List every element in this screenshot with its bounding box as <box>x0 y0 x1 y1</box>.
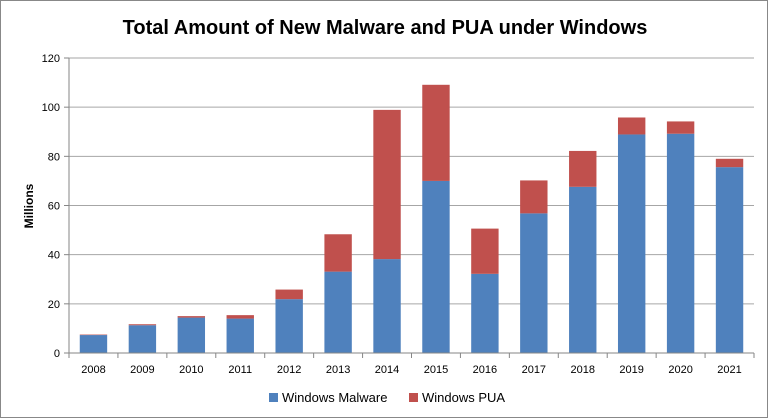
y-tick-label: 0 <box>54 348 60 360</box>
pua-bar-2011 <box>226 315 254 319</box>
pua-bar-2013 <box>324 234 352 272</box>
x-tick-label: 2018 <box>571 364 595 376</box>
pua-bar-2019 <box>617 117 646 135</box>
axes: 0 20 40 60 80 100 120 2008 2009 2010 2011 2012 2013 2… <box>42 53 755 376</box>
malware-bar-2015 <box>422 180 450 353</box>
y-tick-label: 60 <box>48 201 60 213</box>
malware-bar-2009 <box>128 325 157 353</box>
pua-bar-2020 <box>666 121 695 134</box>
legend-label: Windows PUA <box>422 390 505 405</box>
gridlines <box>69 57 754 305</box>
y-tick-label: 80 <box>48 151 60 163</box>
malware-bar-2011 <box>226 318 254 353</box>
y-tick-label: 40 <box>48 250 60 262</box>
malware-bar-2014 <box>373 259 401 353</box>
malware-bar-2008 <box>79 335 108 353</box>
malware-bar-2021 <box>715 167 744 353</box>
chart-title: Total Amount of New Malware and PUA unde… <box>123 17 648 39</box>
legend-swatch <box>269 393 278 402</box>
malware-bar-2016 <box>471 273 499 353</box>
y-tick-label: 20 <box>48 299 60 311</box>
legend-label: Windows Malware <box>282 390 387 405</box>
malware-bar-2018 <box>569 186 597 353</box>
x-tick-label: 2017 <box>522 364 546 376</box>
malware-bar-2013 <box>324 271 352 353</box>
x-tick-label: 2014 <box>375 364 399 376</box>
x-tick-label: 2020 <box>668 364 692 376</box>
x-tick-label: 2021 <box>717 364 741 376</box>
y-axis-label: Millions <box>22 183 36 228</box>
x-tick-label: 2008 <box>81 364 105 376</box>
pua-bar-2016 <box>471 228 499 274</box>
malware-bar-2020 <box>666 133 695 353</box>
pua-bar-2009 <box>128 324 157 326</box>
malware-bar-2017 <box>520 213 548 353</box>
malware-bar-2010 <box>177 317 206 353</box>
malware-bar-2012 <box>275 299 303 353</box>
y-tick-label: 120 <box>42 53 60 65</box>
x-tick-label: 2016 <box>473 364 497 376</box>
x-tick-label: 2010 <box>179 364 203 376</box>
y-tick-label: 100 <box>42 102 60 114</box>
x-tick-label: 2015 <box>424 364 448 376</box>
legend-swatch <box>409 393 418 402</box>
pua-bar-2017 <box>520 180 548 214</box>
pua-bar-2014 <box>373 109 401 260</box>
x-tick-label: 2011 <box>228 364 252 376</box>
x-tick-label: 2009 <box>130 364 154 376</box>
pua-bar-2015 <box>422 84 450 181</box>
malware-bar-2019 <box>617 134 646 353</box>
legend: Windows Malware Windows PUA <box>269 390 505 405</box>
x-tick-label: 2012 <box>277 364 301 376</box>
pua-bar-2010 <box>177 316 206 318</box>
pua-bar-2021 <box>715 158 744 168</box>
x-tick-label: 2013 <box>326 364 350 376</box>
bars <box>79 84 744 353</box>
x-tick-label: 2019 <box>619 364 643 376</box>
pua-bar-2012 <box>275 289 303 300</box>
pua-bar-2018 <box>569 150 597 187</box>
